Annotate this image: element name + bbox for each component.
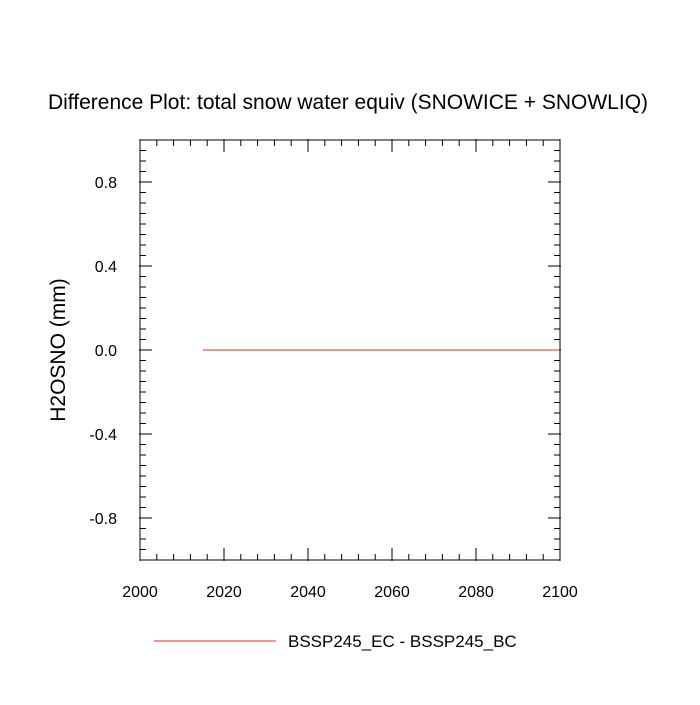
x-tick-label: 2100 (542, 584, 578, 601)
x-tick-label: 2080 (458, 584, 494, 601)
x-tick-label: 2020 (206, 584, 242, 601)
legend: BSSP245_EC - BSSP245_BC (154, 632, 517, 651)
tick-labels: 2000 2020 2040 2060 2080 2100 0.8 0.4 0.0 -0.4 -0.… (89, 175, 577, 601)
y-tick-label: 0.8 (95, 175, 117, 192)
y-tick-label: -0.4 (89, 427, 117, 444)
x-tick-label: 2040 (290, 584, 326, 601)
y-tick-label: 0.4 (95, 259, 117, 276)
chart-title: Difference Plot: total snow water equiv … (48, 91, 648, 114)
major-ticks (139, 139, 561, 561)
legend-label: BSSP245_EC - BSSP245_BC (288, 632, 517, 651)
x-tick-label: 2000 (122, 584, 158, 601)
plot-frame (139, 139, 561, 561)
x-tick-label: 2060 (374, 584, 410, 601)
y-tick-label: 0.0 (95, 343, 117, 360)
y-tick-label: -0.8 (89, 511, 117, 528)
y-axis-label: H2OSNO (mm) (47, 278, 70, 422)
